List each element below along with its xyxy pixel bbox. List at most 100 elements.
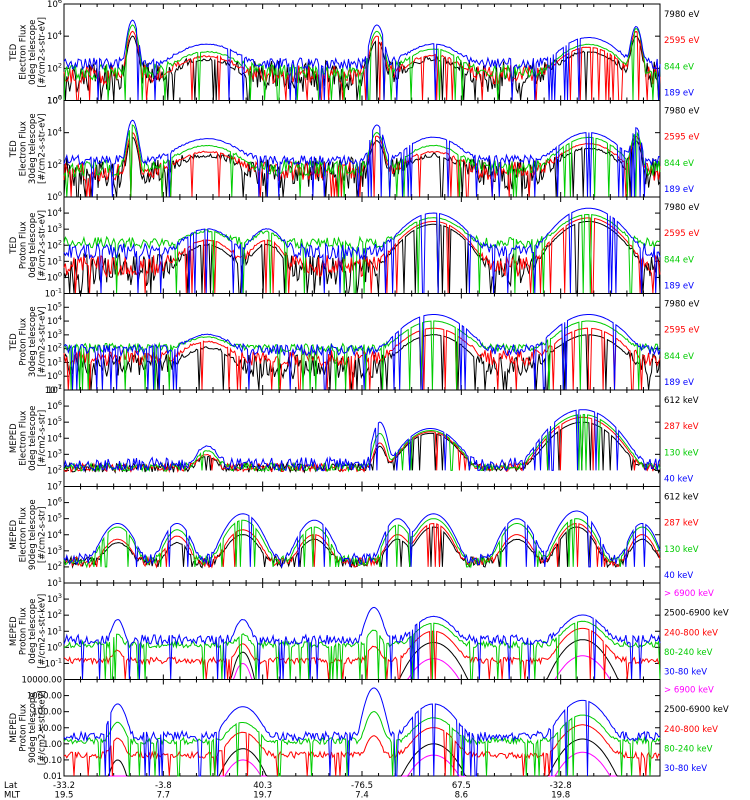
y-tick-label: 10-1 <box>45 287 62 300</box>
y-axis-label-line: Proton Flux <box>18 221 28 269</box>
y-tick-label: 100 <box>47 640 62 653</box>
y-axis-label-line: 0deg telescope <box>28 599 38 664</box>
y-axis-label-line: [#/cm2-s-str-eV] <box>37 307 47 377</box>
y-tick-label: 1.00 <box>43 740 62 750</box>
legend-label: 30-80 keV <box>664 668 707 678</box>
y-tick-label: 107 <box>47 480 62 493</box>
y-tick-label: 103 <box>47 328 62 341</box>
panel-frame <box>63 389 661 487</box>
y-tick-label: 106 <box>47 94 62 107</box>
y-tick-label: 1000.00 <box>27 692 62 702</box>
legend-label: 189 eV <box>664 185 694 195</box>
y-tick-label: 106 <box>47 399 62 412</box>
y-tick-label: 105 <box>47 512 62 525</box>
y-axis-label-line: Proton Flux <box>18 607 28 655</box>
legend-label: 7980 eV <box>664 203 700 213</box>
legend-label: 844 eV <box>664 352 694 362</box>
y-tick-label: 102 <box>47 608 62 621</box>
series-line-1 <box>63 526 661 569</box>
y-tick-label: 101 <box>47 624 62 637</box>
y-tick-label: 104 <box>47 528 62 541</box>
legend-label: 7980 eV <box>664 300 700 310</box>
y-axis-label-line: TED <box>9 236 19 255</box>
y-tick-label: 102 <box>47 158 62 171</box>
y-tick-label: 103 <box>47 447 62 460</box>
series-line-4 <box>63 510 661 569</box>
y-axis-label-line: TED <box>9 140 19 159</box>
legend-label: 2500-6900 keV <box>664 705 729 715</box>
time-axis-value: 19.8 <box>551 791 570 800</box>
legend-label: 287 keV <box>664 422 699 432</box>
y-tick-label: 10000.00 <box>21 676 62 686</box>
y-axis-label-line: [#/cm2-s-str] <box>37 410 47 467</box>
y-tick-label: 100 <box>47 270 62 283</box>
y-axis-label-line: MEPED <box>9 712 19 742</box>
y-tick-label: 101 <box>47 355 62 368</box>
legend-label: 189 eV <box>664 282 694 292</box>
legend-label: 2595 eV <box>664 133 700 143</box>
series-line-4 <box>63 409 661 473</box>
time-axis-value: 40.3 <box>253 781 272 791</box>
series-line-2 <box>63 217 661 294</box>
legend-label: 612 keV <box>664 493 699 503</box>
time-axis-value: -3.8 <box>155 781 172 791</box>
legend-label: 40 keV <box>664 571 693 581</box>
panel-5: 102 103 104 105 106 107 MEPED Electron Flux 0deg… <box>9 383 699 487</box>
y-tick-label: 104 <box>47 314 62 327</box>
y-tick-label: 0.10 <box>43 756 62 766</box>
series-line-3 <box>63 24 661 101</box>
series-line-3 <box>63 213 661 294</box>
y-axis-label-line: 30deg telescope <box>28 113 38 184</box>
y-tick-label: 101 <box>47 576 62 589</box>
legend-label: 287 keV <box>664 519 699 529</box>
series-line-4 <box>63 314 661 391</box>
time-axis-value: 7.4 <box>355 791 369 800</box>
legend-label: 7980 eV <box>664 107 700 117</box>
series-line-3 <box>63 627 661 680</box>
legend-label: 844 eV <box>664 255 694 265</box>
legend-label: 844 eV <box>664 159 694 169</box>
legend-label: 844 eV <box>664 62 694 72</box>
y-axis-label-line: 0deg telescope <box>28 406 38 471</box>
time-axis-value: 67.5 <box>452 781 471 791</box>
y-axis-label-line: 0deg telescope <box>28 213 38 278</box>
y-axis-label-line: [#/cm2-s-str-keV] <box>37 690 47 765</box>
panel-3: 10-1 100 101 102 103 104 TED Proton Flux 0deg te… <box>9 196 700 300</box>
legend-label: 2595 eV <box>664 326 700 336</box>
y-tick-label: 102 <box>47 61 62 74</box>
series-line-1 <box>63 35 661 101</box>
time-axis-value: 7.7 <box>157 791 171 800</box>
y-tick-label: 106 <box>47 496 62 509</box>
y-axis-label-line: MEPED <box>9 519 19 549</box>
series-line-2 <box>63 327 661 391</box>
y-axis-label-line: [#/cm2-s-str-eV] <box>37 210 47 280</box>
y-tick-label: 102 <box>47 238 62 251</box>
y-tick-label: 104 <box>47 126 62 139</box>
series-line-2 <box>63 416 661 474</box>
legend-label: 240-800 keV <box>664 628 718 638</box>
y-axis-label-line: Electron Flux <box>18 411 28 466</box>
panel-frame <box>63 486 661 584</box>
time-axis-value: 19.5 <box>55 791 74 800</box>
y-tick-label: 104 <box>47 29 62 42</box>
y-tick-label: 104 <box>47 206 62 219</box>
y-tick-label: 10-1 <box>45 656 62 669</box>
y-axis-label-line: 30deg telescope <box>28 306 38 377</box>
series-line-4 <box>63 620 661 680</box>
legend-label: 30-80 keV <box>664 764 707 774</box>
y-axis-label-line: Electron Flux <box>18 507 28 562</box>
time-axis: Lat -33.2 -3.8 40.3 -76.5 67.5 -32.8 MLT 19.5 7.7… <box>4 781 572 800</box>
y-tick-label: 0.01 <box>43 772 62 782</box>
series-line-1 <box>63 334 661 391</box>
series-line-2 <box>64 738 660 777</box>
panel-7: 10-1 100 101 102 103 MEPED Proton Flux 0deg tel… <box>9 582 729 680</box>
legend-label: 40 keV <box>664 475 693 485</box>
time-axis-value: -32.8 <box>550 781 572 791</box>
y-axis-label-line: TED <box>9 333 19 352</box>
y-tick-label: 102 <box>47 342 62 355</box>
panel-8: 0.01 0.10 1.00 10.00 100.00 1000.00 10000.00 ME… <box>9 676 729 783</box>
legend-label: 189 eV <box>664 378 694 388</box>
panel-2: 100 102 104 106 TED Electron Flux 30deg telesc… <box>9 94 700 204</box>
series-line-4 <box>63 119 661 198</box>
y-tick-label: 104 <box>47 431 62 444</box>
